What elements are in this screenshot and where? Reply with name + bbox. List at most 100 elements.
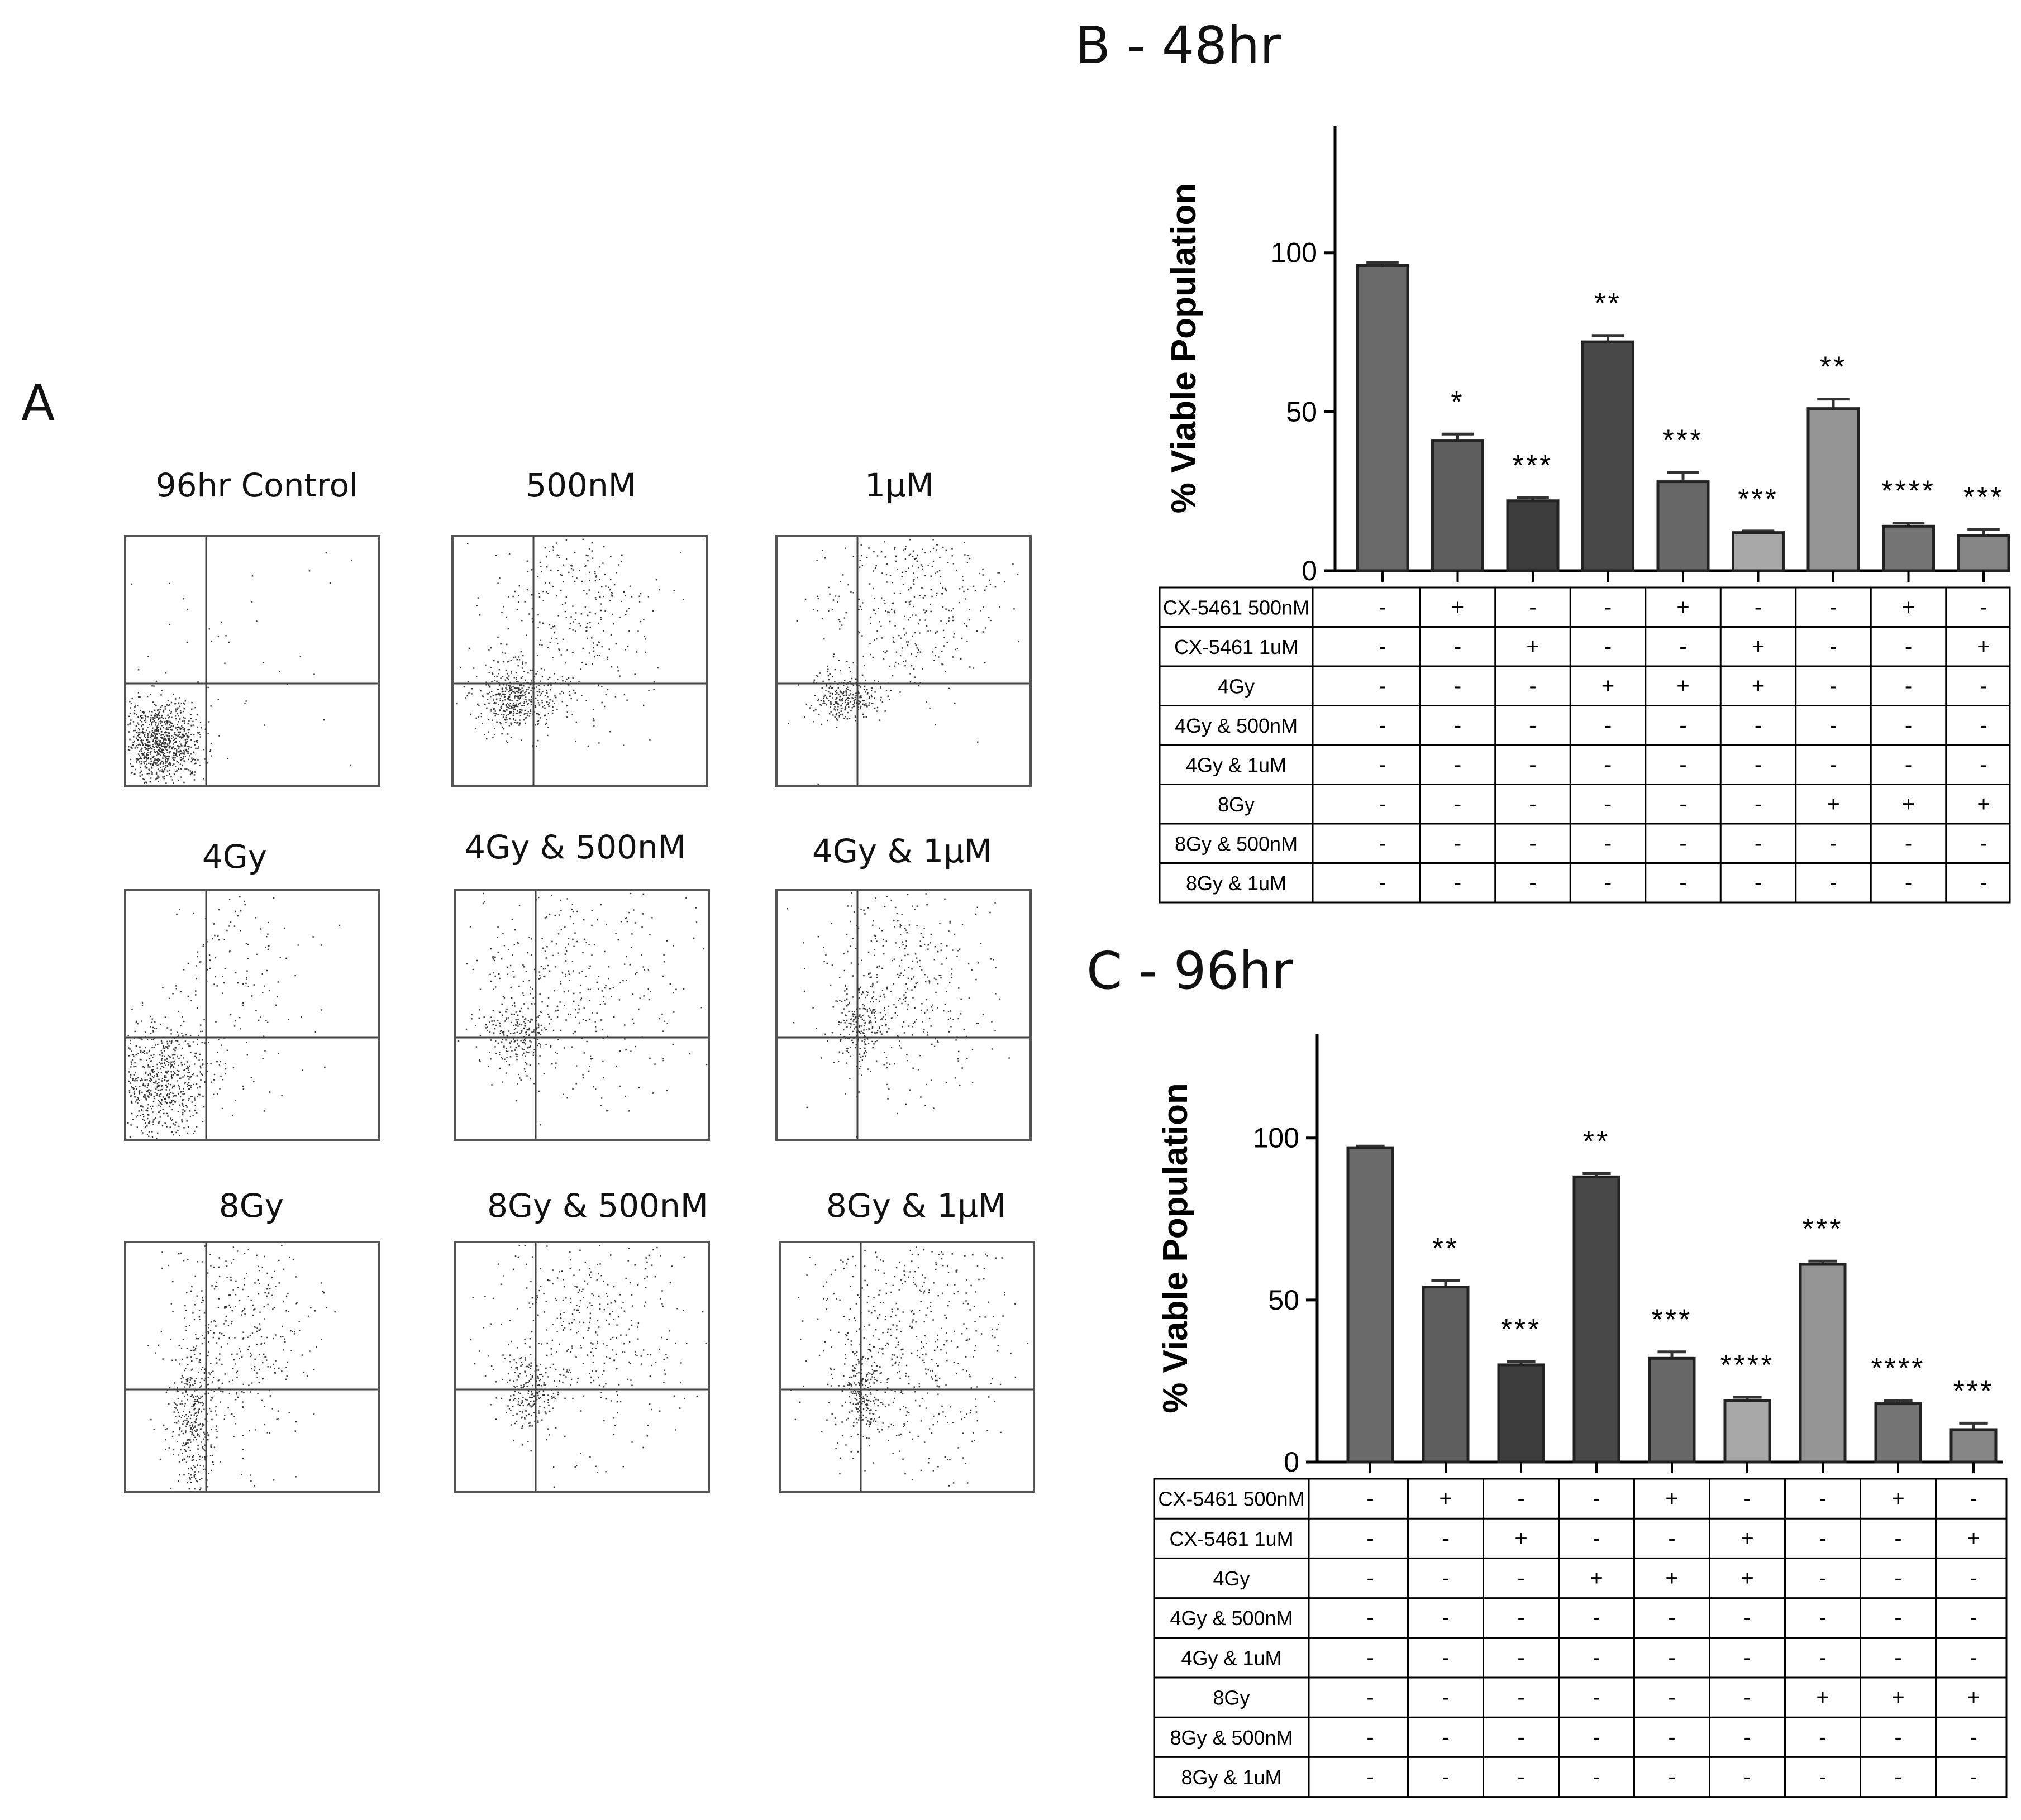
chart-c-condition-mark: + <box>1665 1566 1678 1590</box>
chart-c-condition-mark: + <box>1891 1685 1904 1710</box>
chart-c-ylabel: % Viable Population <box>1156 1083 1195 1413</box>
chart-b-condition-mark: - <box>1829 595 1837 619</box>
chart-b-significance: **** <box>1881 475 1936 508</box>
chart-b-condition-mark: - <box>1905 673 1912 698</box>
chart-b-condition-mark: - <box>1379 673 1386 698</box>
chart-c-significance: *** <box>1803 1213 1843 1245</box>
chart-c-significance: *** <box>1953 1375 1994 1407</box>
chart-c-condition-mark: - <box>1517 1487 1524 1511</box>
chart-c-condition-label: 4Gy <box>1213 1567 1250 1590</box>
chart-b-condition-mark: - <box>1679 831 1686 856</box>
scatter-label-7: 8Gy <box>218 1187 284 1225</box>
chart-b-condition-mark: - <box>1679 713 1686 738</box>
chart-b-condition-mark: - <box>1980 871 1987 895</box>
chart-c-condition-table: CX-5461 500nM - + - - + - - + - CX-5461 1uM - - + - - + -… <box>1153 1478 2008 1798</box>
scatter-plot-4 <box>124 889 380 1141</box>
chart-b-bar <box>1431 439 1484 572</box>
chart-b-condition-mark: - <box>1905 831 1912 856</box>
chart-b-condition-mark: - <box>1755 831 1762 856</box>
chart-c-condition-mark: - <box>1442 1606 1449 1630</box>
chart-c-condition-mark: - <box>1366 1645 1374 1670</box>
chart-b-condition-mark: - <box>1679 792 1686 816</box>
chart-b-condition-label: 8Gy <box>1218 793 1255 816</box>
chart-c-condition-label: CX-5461 1uM <box>1169 1527 1293 1550</box>
chart-b-condition-label: 8Gy & 1uM <box>1186 872 1286 895</box>
chart-c-condition-mark: - <box>1593 1685 1600 1710</box>
chart-c-condition-mark: - <box>1593 1645 1600 1670</box>
chart-c-condition-mark: - <box>1894 1566 1901 1590</box>
scatter-plot-2 <box>451 535 708 787</box>
chart-c-condition-mark: - <box>1517 1645 1524 1670</box>
chart-c-condition-mark: - <box>1894 1645 1901 1670</box>
chart-c-condition-label: 8Gy <box>1213 1687 1250 1709</box>
chart-c-significance: ** <box>1432 1233 1459 1265</box>
chart-b-condition-mark: + <box>1676 595 1689 619</box>
chart-b-condition-mark: - <box>1454 792 1461 816</box>
chart-b-condition-label: 4Gy & 1uM <box>1186 753 1286 776</box>
panel-c-title: C - 96hr <box>1086 941 1293 1001</box>
chart-b-bar <box>1581 340 1634 572</box>
chart-b-condition-mark: - <box>1454 752 1461 777</box>
chart-c-condition-mark: - <box>1366 1487 1374 1511</box>
chart-c-bar <box>1874 1402 1922 1464</box>
chart-c-condition-mark: - <box>1366 1685 1374 1710</box>
chart-c-condition-mark: - <box>1970 1645 1977 1670</box>
chart-c-condition-label: 8Gy & 500nM <box>1170 1726 1293 1749</box>
chart-c-condition-mark: - <box>1743 1765 1751 1789</box>
chart-b-bar <box>1957 534 2010 572</box>
chart-b-ytick-label: 100 <box>1271 237 1317 269</box>
chart-c-condition-mark: - <box>1668 1765 1675 1789</box>
chart-b-condition-mark: + <box>1902 595 1915 619</box>
scatter-plot-7 <box>124 1241 380 1493</box>
chart-b-condition-mark: - <box>1829 673 1837 698</box>
chart-b-bar <box>1356 264 1409 572</box>
chart-b-condition-mark: - <box>1980 713 1987 738</box>
chart-b-condition-mark: + <box>1977 634 1990 659</box>
chart-c-condition-mark: - <box>1517 1606 1524 1630</box>
chart-b-condition-mark: - <box>1604 871 1612 895</box>
chart-b-condition-label: CX-5461 1uM <box>1174 636 1298 658</box>
chart-b-significance: ** <box>1594 288 1621 320</box>
scatter-label-8: 8Gy & 500nM <box>487 1187 708 1225</box>
chart-c-condition-mark: + <box>1514 1526 1527 1551</box>
chart-c-condition-mark: - <box>1970 1606 1977 1630</box>
chart-c-ytick-label: 100 <box>1253 1122 1299 1154</box>
chart-c-bar <box>1497 1363 1545 1464</box>
chart-c-condition-mark: + <box>1967 1526 1980 1551</box>
chart-b-condition-mark: - <box>1755 871 1762 895</box>
chart-c-condition-label: 8Gy & 1uM <box>1181 1766 1281 1789</box>
chart-b-condition-mark: - <box>1679 634 1686 659</box>
chart-b-condition-mark: - <box>1379 831 1386 856</box>
chart-c-significance: ** <box>1583 1126 1610 1158</box>
scatter-label-6: 4Gy & 1μM <box>812 832 993 870</box>
chart-c-condition-mark: - <box>1819 1526 1826 1551</box>
chart-b-condition-mark: - <box>1529 752 1536 777</box>
chart-c-condition-mark: - <box>1517 1566 1524 1590</box>
scatter-label-4: 4Gy <box>202 838 268 876</box>
chart-b-significance: *** <box>1513 450 1553 482</box>
chart-b-condition-mark: + <box>1977 792 1990 816</box>
chart-b-condition-mark: + <box>1601 673 1614 698</box>
chart-b-significance: ** <box>1820 351 1847 384</box>
chart-b-condition-mark: - <box>1755 792 1762 816</box>
chart-c-condition-mark: - <box>1819 1606 1826 1630</box>
chart-b-condition-mark: - <box>1980 595 1987 619</box>
chart-c-condition-mark: - <box>1366 1765 1374 1789</box>
chart-c-bar <box>1949 1428 1998 1464</box>
chart-b-condition-mark: - <box>1454 713 1461 738</box>
chart-c-condition-label: 4Gy & 1uM <box>1181 1646 1281 1669</box>
chart-b-condition-mark: - <box>1604 792 1612 816</box>
chart-b-condition-label: CX-5461 500nM <box>1163 596 1309 619</box>
chart-c-condition-mark: + <box>1590 1566 1603 1590</box>
chart-c-condition-mark: - <box>1593 1487 1600 1511</box>
chart-c-condition-mark: - <box>1366 1566 1374 1590</box>
chart-c-condition-mark: - <box>1517 1685 1524 1710</box>
chart-c-condition-mark: - <box>1442 1645 1449 1670</box>
chart-b-bar <box>1732 531 1785 572</box>
chart-c-condition-mark: - <box>1517 1725 1524 1750</box>
chart-b-condition-mark: - <box>1604 752 1612 777</box>
chart-b-condition-mark: - <box>1379 595 1386 619</box>
scatter-plot-3 <box>775 535 1032 787</box>
chart-c-condition-mark: - <box>1442 1725 1449 1750</box>
chart-b-condition-mark: - <box>1905 752 1912 777</box>
